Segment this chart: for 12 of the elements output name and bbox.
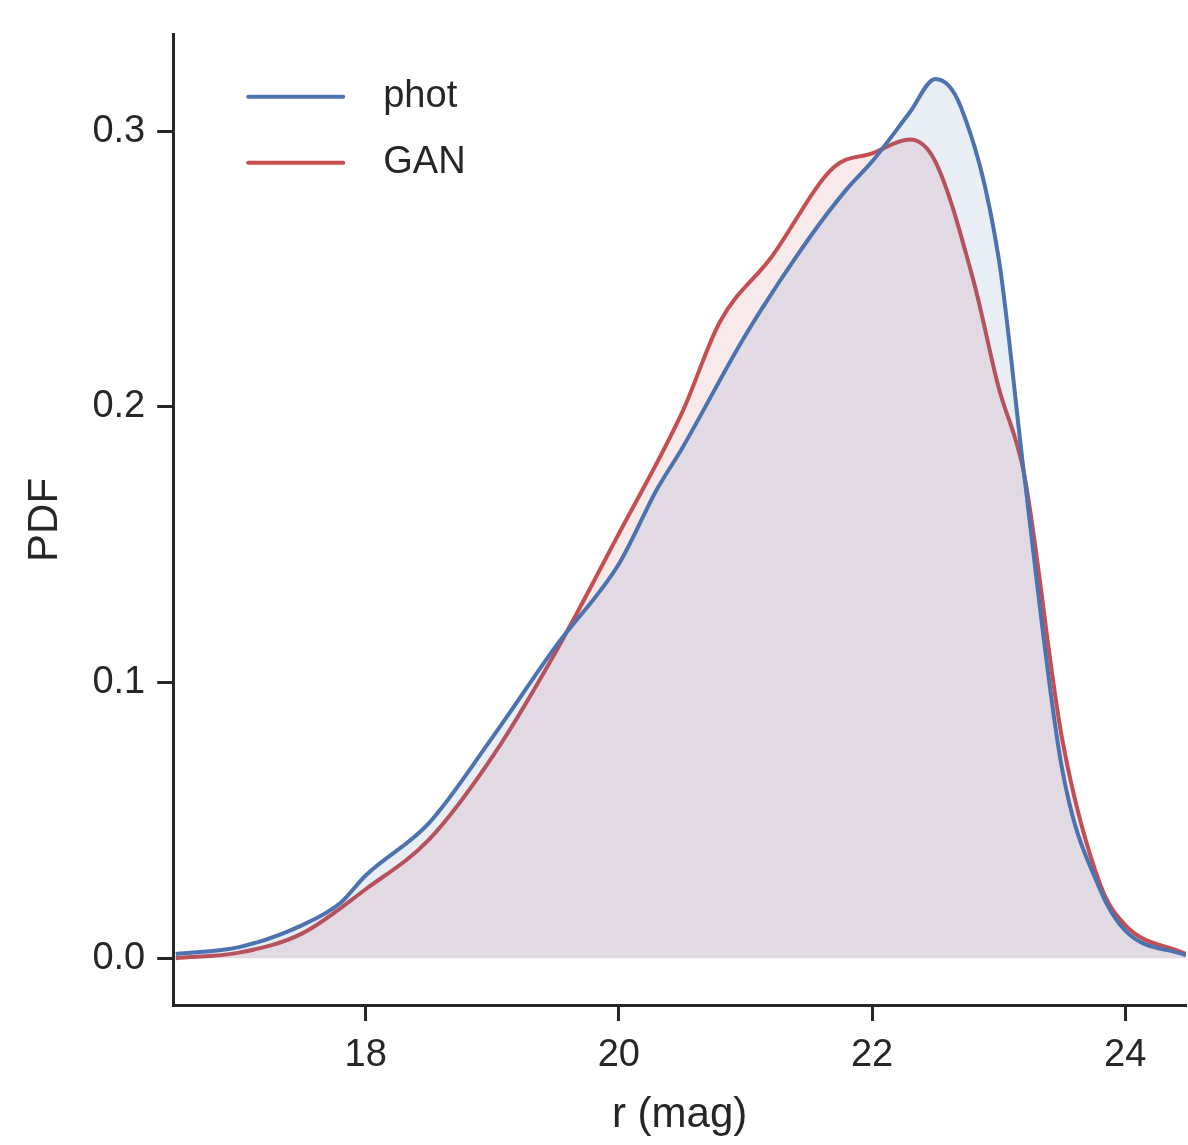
x-tick-label: 20 (597, 1032, 640, 1075)
x-axis-title: r (mag) (611, 1089, 748, 1137)
y-tick-label: 0.3 (92, 107, 146, 150)
x-tick-label: 22 (850, 1032, 894, 1075)
y-axis-title: PDF (18, 477, 66, 562)
legend-label: phot (383, 73, 458, 116)
x-tick-label: 24 (1104, 1032, 1147, 1075)
y-tick-label: 0.0 (92, 934, 146, 977)
y-tick-label: 0.2 (92, 383, 146, 426)
legend-label: GAN (383, 139, 466, 182)
y-tick-label: 0.1 (92, 659, 146, 701)
x-tick-label: 18 (344, 1032, 387, 1075)
